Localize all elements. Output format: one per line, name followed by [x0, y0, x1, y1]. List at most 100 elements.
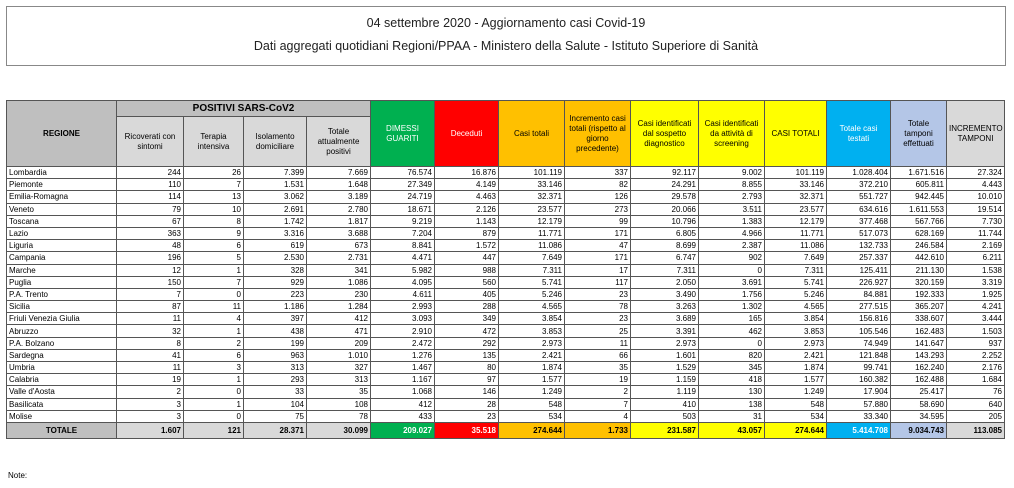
cell: 192.333: [890, 287, 947, 302]
cell: 9.002: [698, 165, 765, 180]
cell: 223: [243, 287, 307, 302]
cell: 6.747: [630, 251, 699, 265]
cell: 24.719: [370, 190, 435, 204]
cell: 472: [434, 324, 499, 338]
cell: 7.649: [764, 251, 827, 265]
cell: 3.853: [498, 324, 565, 338]
total-label: TOTALE: [6, 421, 117, 439]
cell: 7: [116, 287, 184, 302]
cell: 199: [243, 336, 307, 350]
cell: 277.515: [826, 300, 891, 314]
region-name: Liguria: [6, 239, 117, 253]
cell: 1: [183, 373, 244, 387]
table-row: Lombardia 244 26 7.399 7.669 76.574 16.876 101.…: [6, 165, 1005, 180]
cell: 244: [116, 165, 184, 180]
region-name: Sardegna: [6, 348, 117, 363]
cell: 338.607: [890, 312, 947, 326]
cell: 3.688: [306, 226, 371, 241]
cell: 34.595: [890, 409, 947, 423]
cell: 3.854: [498, 312, 565, 326]
cell: 5.246: [764, 287, 827, 302]
cell: 605.811: [890, 178, 947, 192]
cell: 162.483: [890, 324, 947, 338]
column-header: Incremento casi totali (rispetto al gior…: [564, 100, 631, 167]
table-row: Friuli Venezia Giulia 11 4 397 412 3.093 349 3.…: [6, 312, 1005, 326]
region-name: Calabria: [6, 373, 117, 387]
cell: 7.204: [370, 226, 435, 241]
cell: 3.490: [630, 287, 699, 302]
cell: 11: [564, 336, 631, 350]
column-header: Totale attualmente positivi: [306, 116, 371, 167]
cell: 3: [116, 409, 184, 423]
cell: 141.647: [890, 336, 947, 350]
cell: 257.337: [826, 251, 891, 265]
cell: 114: [116, 190, 184, 204]
column-header: Casi identificati da attività di screeni…: [698, 100, 765, 167]
cell: 560: [434, 275, 499, 289]
cell: 2.910: [370, 324, 435, 338]
table-row: Sardegna 41 6 963 1.010 1.276 135 2.421 66 1.601 8…: [6, 348, 1005, 363]
cell: 47: [564, 239, 631, 253]
region-header: REGIONE: [6, 100, 117, 167]
cell: 11.086: [764, 239, 827, 253]
column-header: INCREMENTO TAMPONI: [946, 100, 1005, 167]
cell: 101.119: [498, 165, 565, 180]
cell: 963: [243, 348, 307, 363]
cell: 19: [116, 373, 184, 387]
cell: 7.311: [498, 263, 565, 277]
cell: 3: [116, 397, 184, 411]
cell: 273: [564, 202, 631, 216]
region-name: P.A. Bolzano: [6, 336, 117, 350]
cell: 3.391: [630, 324, 699, 338]
cell: 328: [243, 263, 307, 277]
cell: 23: [564, 287, 631, 302]
cell: 1.601: [630, 348, 699, 363]
table-row: Emilia-Romagna 114 13 3.062 3.189 24.719 4.463…: [6, 190, 1005, 204]
region-name: Marche: [6, 263, 117, 277]
cell: 205: [946, 409, 1005, 423]
table-row: Puglia 150 7 929 1.086 4.095 560 5.741 117 2.050 3…: [6, 275, 1005, 289]
cell: 76.574: [370, 165, 435, 180]
cell: 7: [183, 275, 244, 289]
cell: 11: [116, 312, 184, 326]
cell: 1.167: [370, 373, 435, 387]
cell: 313: [306, 373, 371, 387]
table-row: P.A. Bolzano 8 2 199 209 2.472 292 2.973 11 2.973…: [6, 336, 1005, 350]
cell: 349: [434, 312, 499, 326]
cell: 104: [243, 397, 307, 411]
cell: 82: [564, 178, 631, 192]
cell: 23: [434, 409, 499, 423]
cell: 156.816: [826, 312, 891, 326]
cell: 1.249: [764, 385, 827, 399]
cell: 363: [116, 226, 184, 241]
cell: 1.684: [946, 373, 1005, 387]
total-cell: 209.027: [370, 421, 435, 439]
cell: 567.766: [890, 214, 947, 228]
cell: 135: [434, 348, 499, 363]
total-cell: 274.644: [764, 421, 827, 439]
cell: 410: [630, 397, 699, 411]
column-header: Terapia intensiva: [183, 116, 244, 167]
table-row: Umbria 11 3 313 327 1.467 80 1.874 35 1.529 345 1.8…: [6, 360, 1005, 375]
region-name: Piemonte: [6, 178, 117, 192]
cell: 25.417: [890, 385, 947, 399]
cell: 313: [243, 360, 307, 375]
cell: 11.771: [498, 226, 565, 241]
cell: 3.444: [946, 312, 1005, 326]
cell: 126: [564, 190, 631, 204]
cell: 4.463: [434, 190, 499, 204]
cell: 31: [698, 409, 765, 423]
table-row: Liguria 48 6 619 673 8.841 1.572 11.086 47 8.699 2…: [6, 239, 1005, 253]
total-cell: 113.085: [946, 421, 1005, 439]
cell: 5.741: [764, 275, 827, 289]
table-row: Valle d'Aosta 2 0 33 35 1.068 146 1.249 2 1.119 13…: [6, 385, 1005, 399]
cell: 79: [116, 202, 184, 216]
cell: 8: [116, 336, 184, 350]
cell: 4.149: [434, 178, 499, 192]
cell: 8.841: [370, 239, 435, 253]
column-header: Casi totali: [498, 100, 565, 167]
cell: 937: [946, 336, 1005, 350]
total-cell: 30.099: [306, 421, 371, 439]
table-row: Toscana 67 8 1.742 1.817 9.219 1.143 12.179 99 10…: [6, 214, 1005, 228]
